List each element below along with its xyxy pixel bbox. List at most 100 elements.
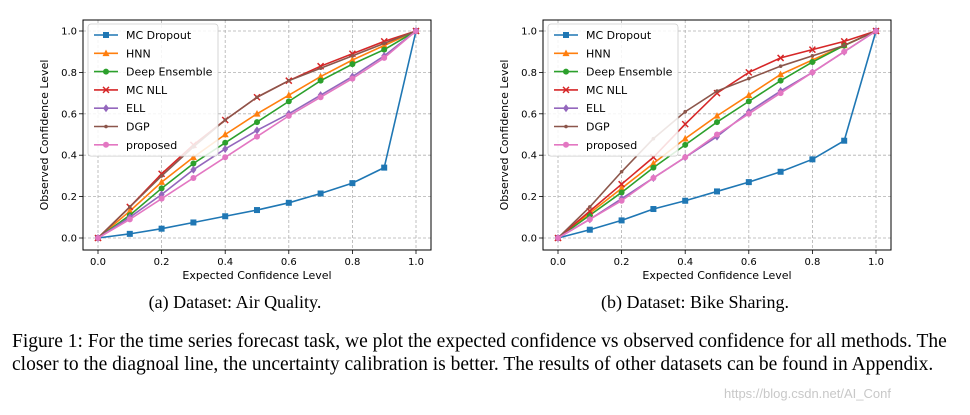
data-point-mc-dropout [586, 226, 593, 233]
x-tick-label: 0.4 [217, 257, 233, 268]
data-point-deep-ensemble [618, 189, 625, 196]
data-point-hnn [285, 91, 293, 98]
legend-label: HNN [586, 47, 611, 60]
data-point-proposed [317, 94, 324, 101]
data-point-proposed [650, 174, 657, 181]
data-point-mc-dropout [714, 188, 720, 195]
data-point-proposed [95, 235, 101, 241]
y-tick-label: 0.4 [521, 151, 537, 162]
x-tick-label: 0.6 [281, 257, 297, 268]
data-point-mc-dropout [285, 199, 292, 206]
data-point-mc-dropout [254, 207, 260, 214]
data-point-hnn [745, 91, 753, 98]
series-proposed [95, 28, 419, 241]
data-point-hnn [681, 134, 689, 142]
legend-item-hnn: HNN [94, 47, 151, 60]
series-proposed [555, 28, 879, 241]
data-point-proposed [254, 133, 260, 140]
data-point-dgp [128, 205, 132, 209]
data-point-hnn [126, 207, 134, 214]
data-point-proposed [126, 216, 133, 223]
data-point-hnn [221, 130, 229, 138]
data-point-proposed [618, 197, 625, 204]
data-point-ell [254, 126, 260, 135]
data-point-hnn [777, 70, 785, 78]
subcaption-bike-sharing: (b) Dataset: Bike Sharing. [601, 292, 789, 312]
legend-marker [563, 68, 569, 75]
data-point-hnn [253, 110, 261, 117]
data-point-proposed [222, 154, 229, 161]
data-point-dgp [159, 174, 164, 178]
data-point-proposed [381, 54, 388, 61]
data-point-deep-ensemble [777, 77, 784, 84]
data-point-mc-nll [745, 68, 753, 76]
data-point-ell [222, 144, 229, 153]
series-mc-nll [554, 27, 880, 242]
data-point-mc-dropout [841, 137, 848, 144]
data-point-mc-dropout [381, 164, 388, 171]
y-tick-label: 0.6 [61, 109, 77, 120]
x-tick-label: 0.8 [804, 257, 820, 268]
data-point-mc-nll [840, 37, 848, 45]
legend-item-proposed: proposed [94, 139, 177, 152]
legend-marker [563, 104, 569, 113]
data-point-proposed [682, 154, 689, 161]
data-point-deep-ensemble [158, 185, 165, 192]
x-tick-label: 0.2 [154, 257, 170, 268]
y-tick-label: 0.8 [521, 68, 537, 79]
legend-item-deep-ensemble: Deep Ensemble [554, 66, 673, 79]
data-point-dgp [287, 78, 291, 83]
data-point-proposed [158, 195, 165, 202]
series-mc-dropout [555, 28, 879, 241]
y-tick-label: 0.8 [61, 68, 77, 79]
data-point-mc-dropout [682, 197, 689, 204]
legend-item-mc-nll: MC NLL [94, 84, 168, 97]
data-point-dgp [683, 109, 687, 114]
x-tick-label: 0.0 [90, 257, 106, 268]
y-tick-label: 1.0 [61, 27, 77, 38]
legend-label: DGP [126, 121, 150, 134]
data-point-hnn [713, 112, 721, 119]
data-point-mc-dropout [222, 213, 229, 220]
calibration-chart-bike-sharing: 0.0 0.2 0.4 0.6 0.8 1.0 0.0 0.2 0.4 0.6 0.8 1.0 Expe… [498, 19, 892, 282]
y-tick-label: 0.2 [61, 192, 77, 203]
data-point-proposed [745, 110, 752, 117]
legend-label: Deep Ensemble [126, 66, 213, 79]
data-point-mc-dropout [126, 230, 133, 237]
legend-item-ell: ELL [554, 102, 606, 115]
data-point-deep-ensemble [682, 141, 689, 148]
legend-item-dgp: DGP [554, 121, 610, 134]
data-point-dgp [810, 54, 815, 58]
y-tick-label: 0.0 [521, 234, 537, 245]
subcaption-air-quality: (a) Dataset: Air Quality. [148, 292, 322, 312]
legend-marker [103, 104, 109, 113]
data-point-ell [190, 165, 197, 174]
chart-panel-air-quality: 0.0 0.2 0.4 0.6 0.8 1.0 0.0 0.2 0.4 0.6 0.8 1.0 Expe… [0, 0, 470, 330]
legend-marker [104, 124, 108, 129]
data-point-dgp [778, 64, 783, 68]
plot-frame [542, 19, 892, 251]
legend-item-hnn: HNN [554, 47, 611, 60]
x-tick-label: 1.0 [408, 257, 424, 268]
data-point-proposed [777, 90, 784, 97]
data-point-dgp [619, 169, 624, 174]
legend-label: Deep Ensemble [586, 66, 673, 79]
chart-panel-bike-sharing: 0.0 0.2 0.4 0.6 0.8 1.0 0.0 0.2 0.4 0.6 0.8 1.0 Expe… [460, 0, 930, 330]
legend: MC Dropout HNN Deep Ensemble MC NLL ELL DGP pr… [547, 23, 679, 157]
data-point-mc-nll [808, 46, 816, 54]
legend-label: HNN [126, 47, 151, 60]
data-point-mc-dropout [349, 180, 356, 187]
data-point-mc-dropout [777, 168, 784, 175]
legend-label: ELL [126, 102, 146, 115]
legend-label: proposed [126, 139, 177, 152]
legend-marker [563, 141, 569, 148]
legend-marker [103, 32, 109, 38]
series-group [94, 27, 420, 242]
legend-marker [564, 124, 568, 129]
data-point-dgp [255, 95, 259, 100]
data-point-dgp [382, 41, 387, 46]
legend-label: ELL [586, 102, 606, 115]
legend-item-ell: ELL [94, 102, 146, 115]
data-point-dgp [747, 76, 751, 81]
data-point-proposed [349, 75, 356, 82]
